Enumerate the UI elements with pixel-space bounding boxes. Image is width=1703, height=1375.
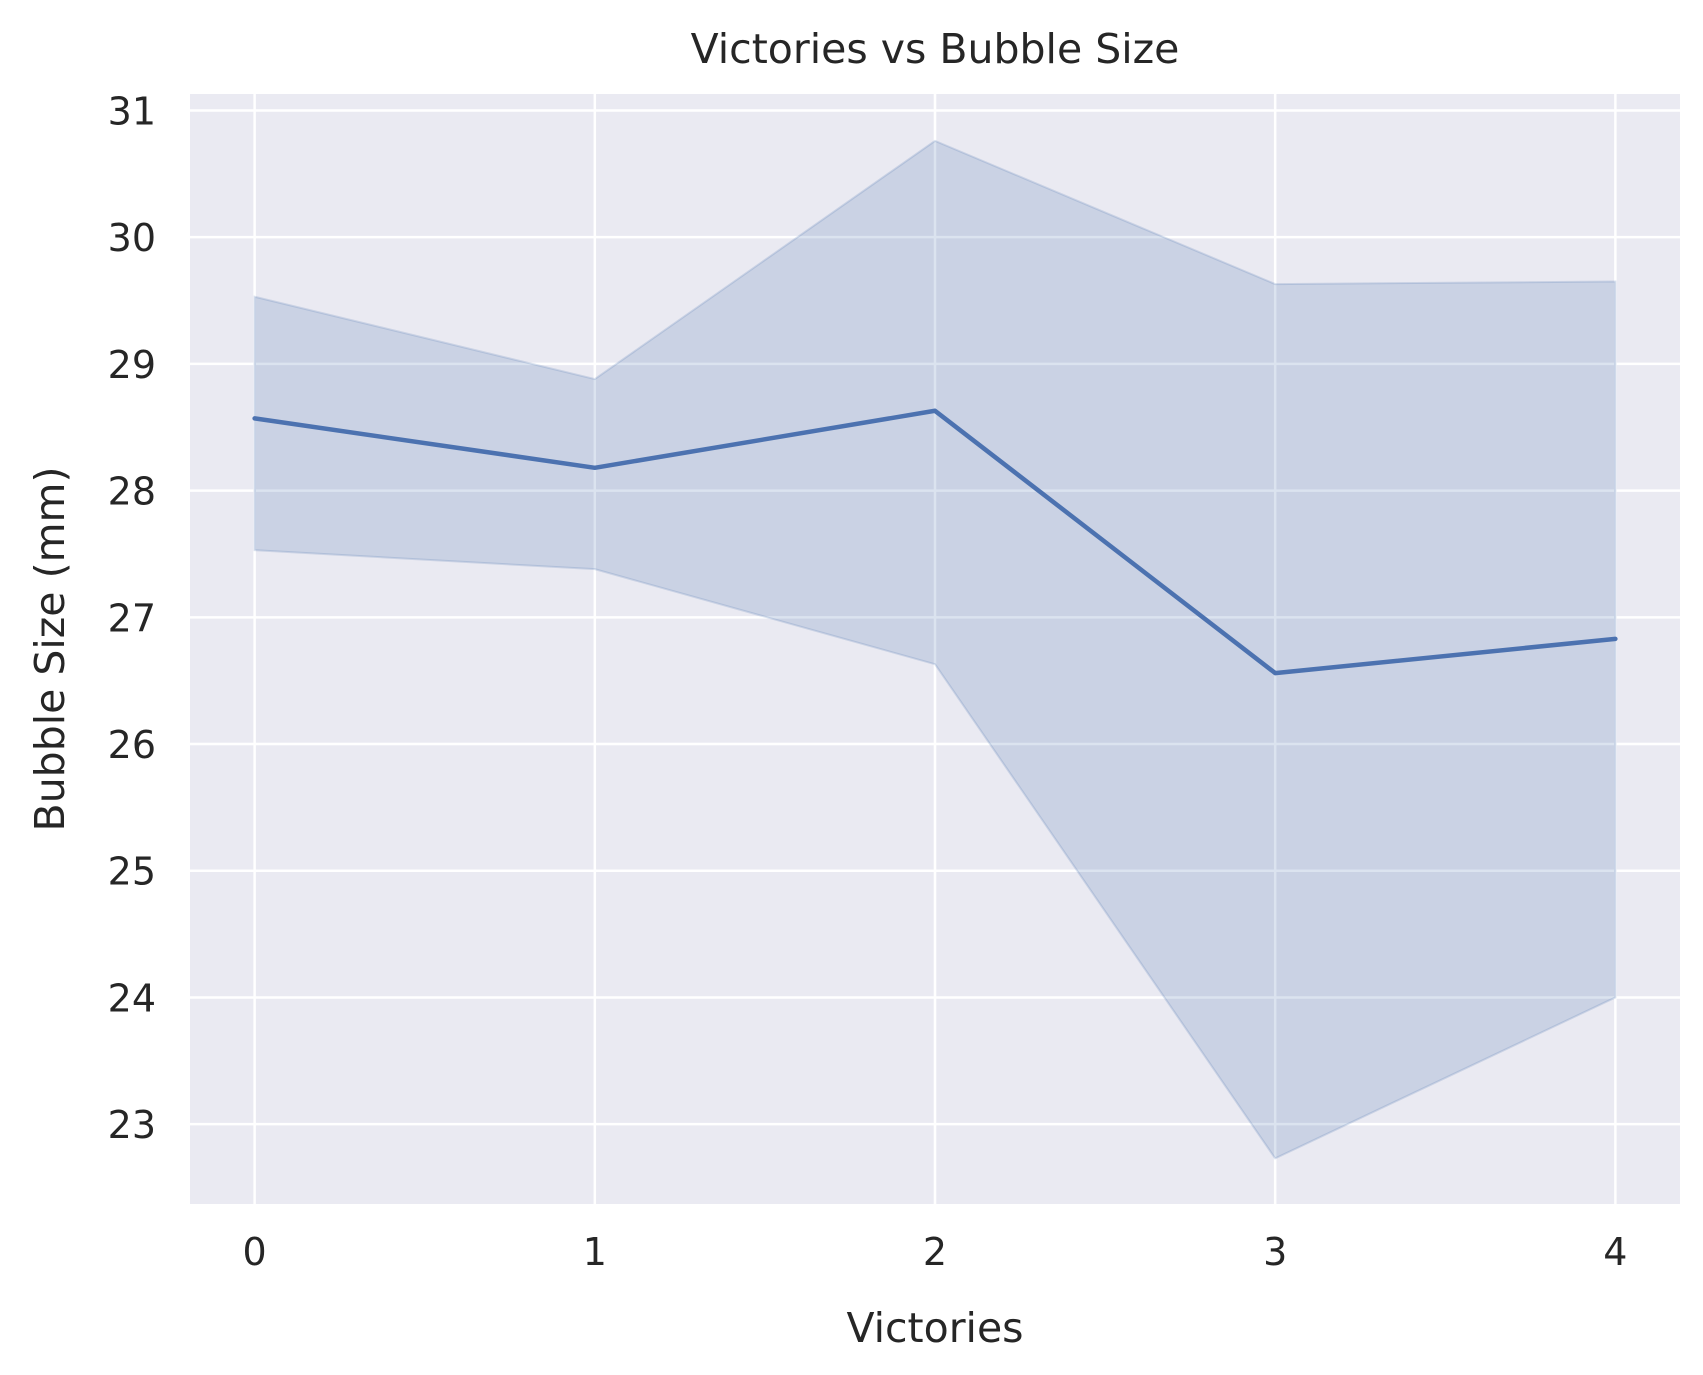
series-lines (252, 408, 1618, 676)
series-line (252, 408, 1618, 676)
y-tick-label: 29 (108, 343, 156, 387)
x-tick-label: 2 (923, 1230, 947, 1274)
x-axis-ticks: 0 1 2 3 4 (243, 1230, 1628, 1274)
x-tick-label: 1 (583, 1230, 607, 1274)
y-tick-label: 31 (108, 89, 156, 133)
x-tick-label: 4 (1603, 1230, 1627, 1274)
y-axis-ticks: 23 24 25 26 27 28 29 30 31 (108, 89, 156, 1147)
y-tick-label: 24 (108, 976, 156, 1020)
confidence-band (253, 139, 1617, 1160)
y-tick-label: 28 (108, 470, 156, 514)
y-tick-label: 26 (108, 723, 156, 767)
y-tick-label: 27 (108, 596, 156, 640)
y-tick-label: 23 (108, 1103, 156, 1147)
y-tick-label: 25 (108, 850, 156, 894)
y-axis-title: Bubble Size (mm) (26, 467, 74, 832)
y-tick-label: 30 (108, 216, 156, 260)
series-ci-band (253, 139, 1617, 1160)
x-tick-label: 0 (243, 1230, 267, 1274)
chart-title: Victories vs Bubble Size (691, 25, 1180, 73)
x-axis-title: Victories (846, 1304, 1023, 1352)
x-tick-label: 3 (1263, 1230, 1287, 1274)
grid-lines (190, 94, 1680, 1204)
